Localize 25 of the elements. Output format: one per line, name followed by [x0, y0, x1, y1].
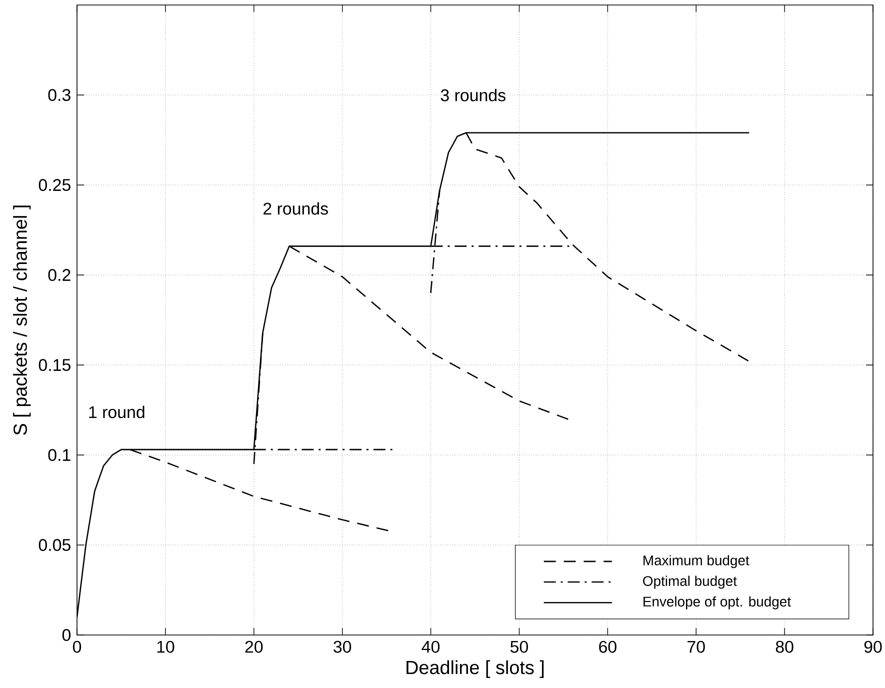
legend-label: Maximum budget	[644, 555, 750, 568]
y-tick-label: 0.15	[38, 358, 70, 371]
x-tick-label: 90	[864, 640, 882, 653]
legend-label: Optimal budget	[643, 576, 737, 589]
x-tick-label: 0	[72, 640, 82, 653]
y-tick-label: 0.2	[48, 268, 70, 281]
x-tick-label: 30	[334, 640, 352, 653]
annotation: 2 rounds	[264, 202, 328, 215]
x-tick-label: 70	[688, 640, 705, 653]
x-axis-title: Deadline [ slots ]	[406, 660, 544, 678]
y-tick-label: 0.05	[38, 538, 70, 551]
y-tick-label: 0	[62, 628, 71, 641]
x-tick-label: 50	[510, 640, 528, 653]
x-tick-label: 80	[776, 640, 794, 653]
x-tick-label: 40	[422, 640, 440, 653]
y-axis-title: S [ packets / slot / channel ]	[13, 206, 31, 435]
x-tick-label: 60	[599, 640, 616, 653]
y-tick-label: 0.3	[48, 88, 70, 101]
annotation: 1 round	[89, 406, 144, 418]
y-tick-label: 0.1	[48, 448, 70, 461]
y-tick-label: 0.25	[38, 178, 70, 191]
legend-label: Envelope of opt. budget	[644, 596, 791, 610]
x-tick-label: 10	[157, 640, 174, 653]
annotation: 3 rounds	[440, 88, 506, 102]
x-tick-label: 20	[245, 640, 263, 653]
